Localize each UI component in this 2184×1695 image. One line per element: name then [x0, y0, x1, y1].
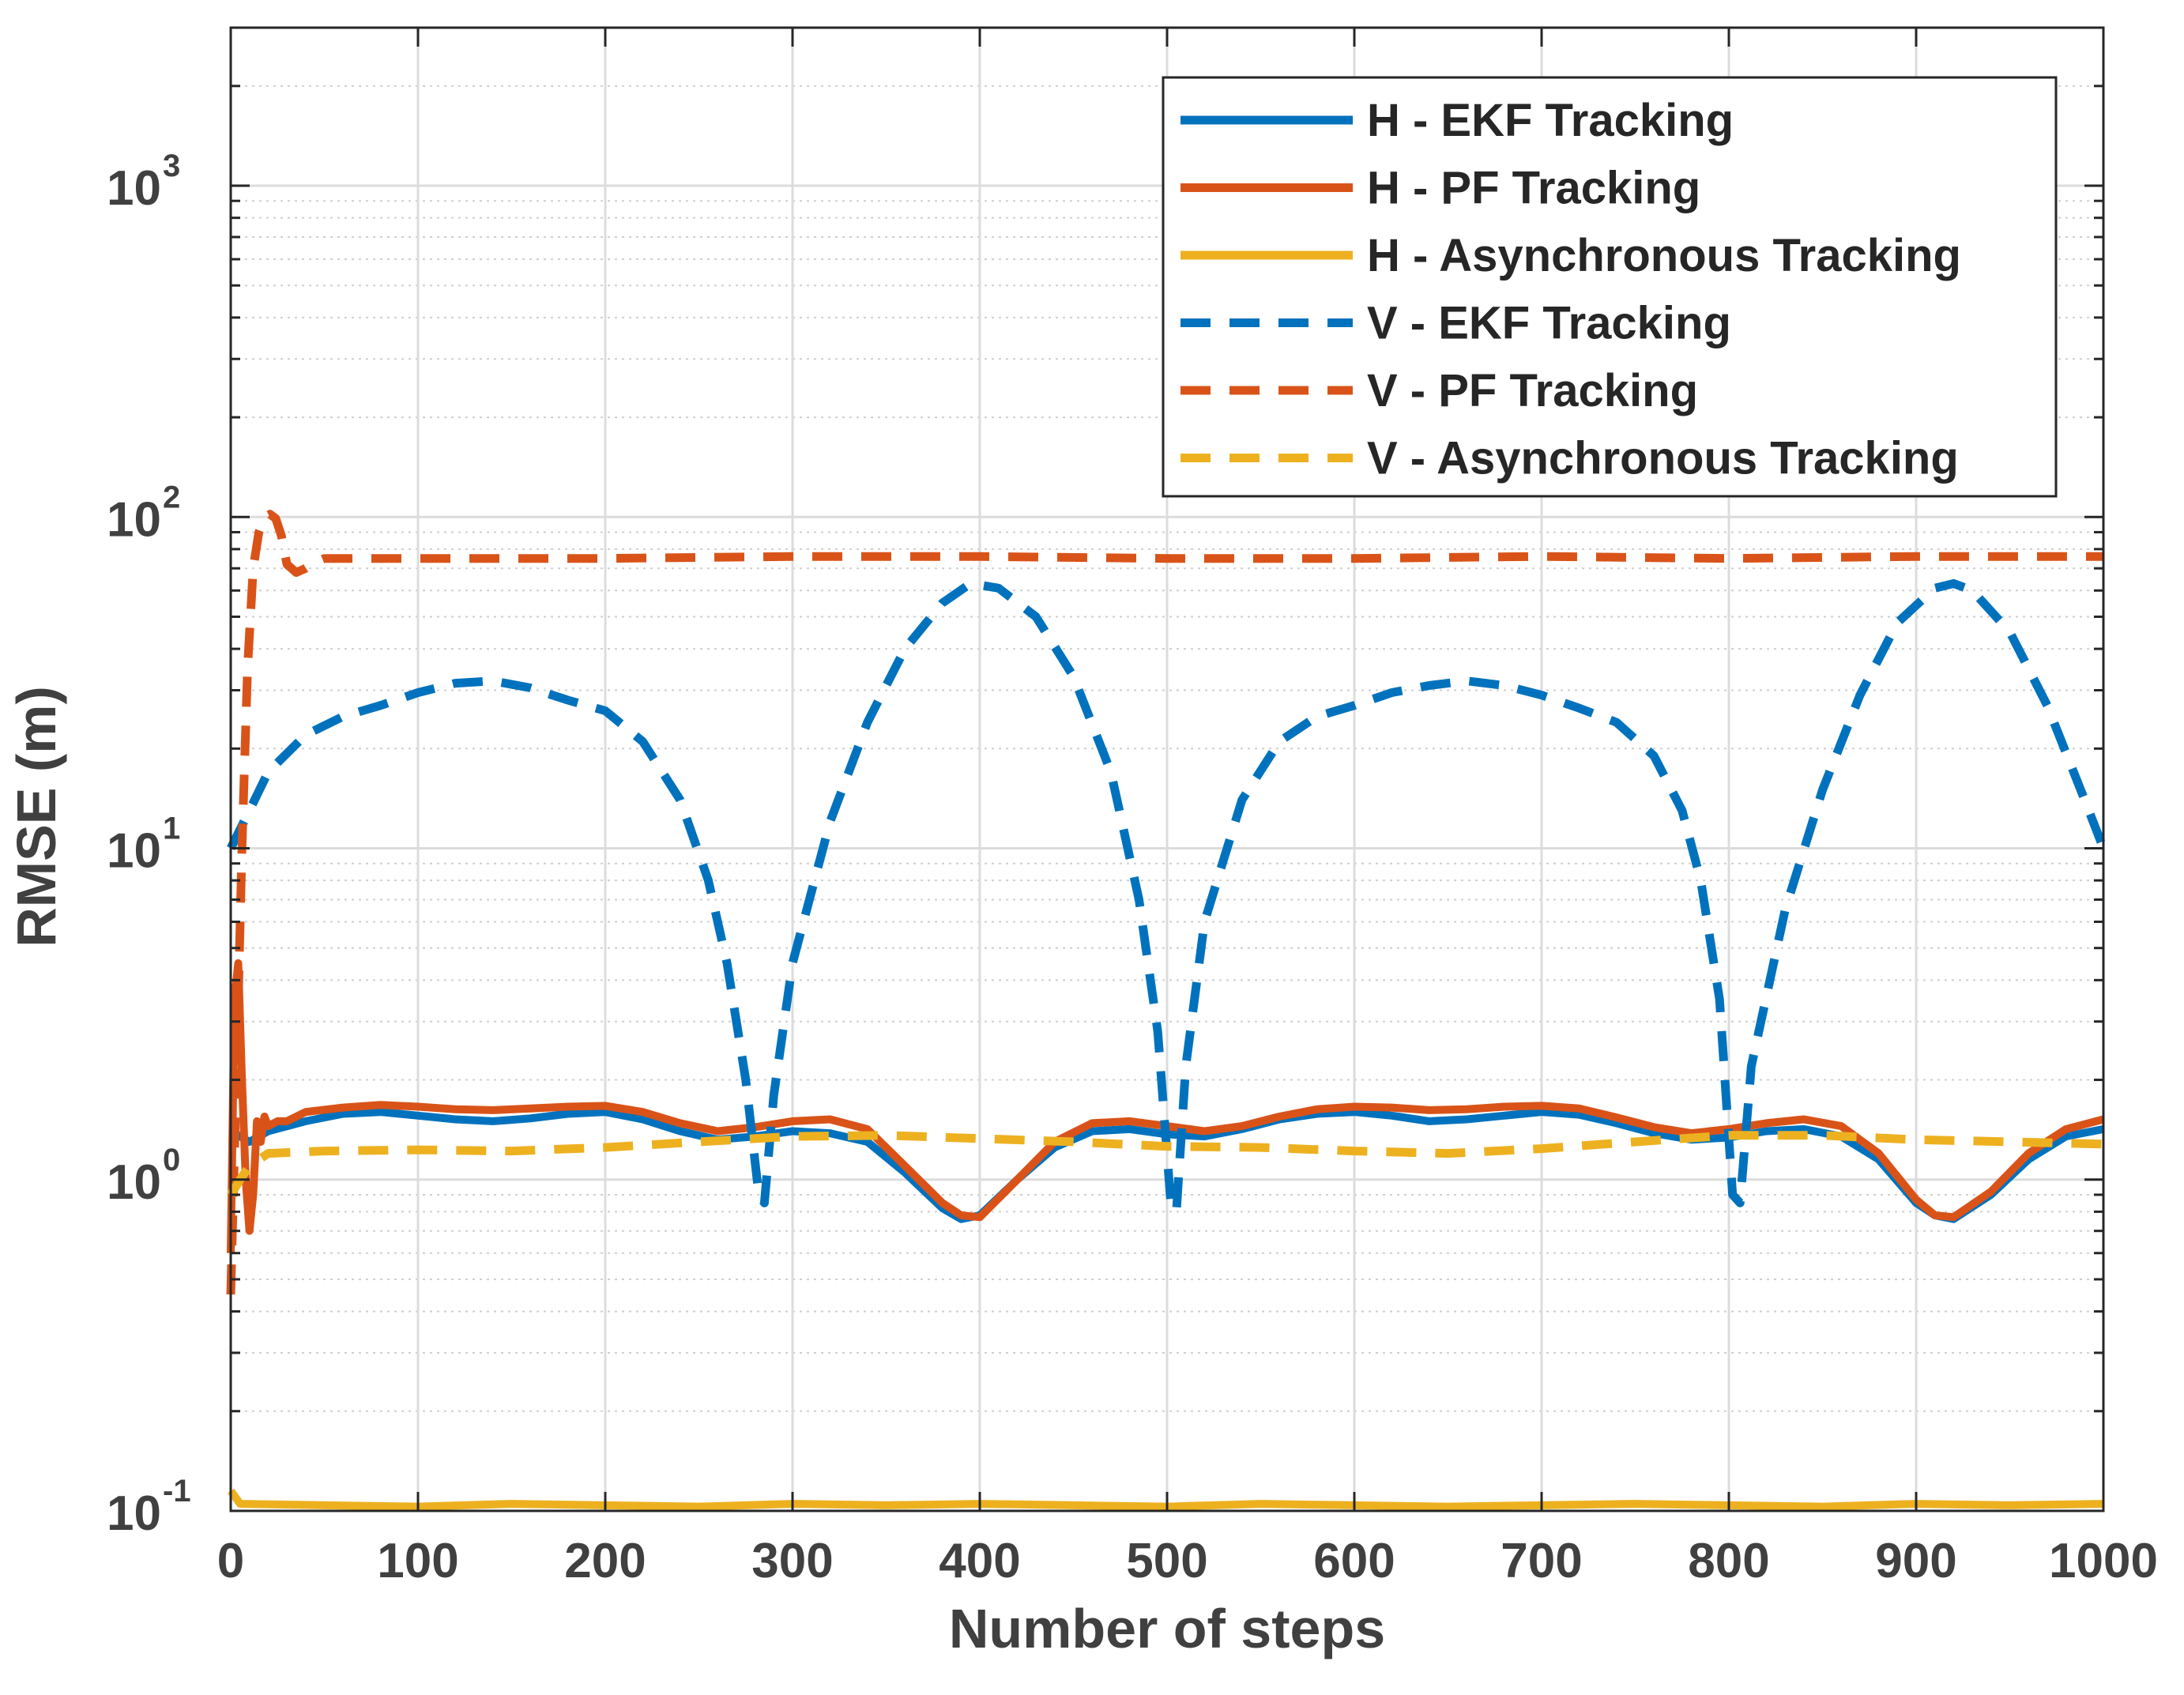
y-tick-label-exponent: 1 [163, 812, 180, 846]
x-tick-label: 900 [1875, 1534, 1956, 1588]
y-tick-label-base: 10 [107, 492, 161, 547]
x-tick-label: 200 [564, 1534, 646, 1588]
y-tick-label-exponent: 2 [163, 480, 180, 514]
y-tick-label-exponent: -1 [163, 1474, 191, 1509]
axes [229, 26, 2105, 1512]
x-tick-label: 1000 [2049, 1534, 2158, 1588]
legend-box [1162, 76, 2058, 498]
legend-label: V - EKF Tracking [1367, 298, 1731, 349]
x-tick-label: 400 [939, 1534, 1020, 1588]
x-tick-label: 0 [217, 1534, 244, 1588]
series-line-6 [227, 1131, 2104, 1197]
y-tick-label-base: 10 [107, 1486, 161, 1541]
y-tick-label-exponent: 3 [163, 149, 180, 183]
series-line-3 [227, 1488, 2104, 1511]
x-axis-title: Number of steps [949, 1598, 1385, 1659]
legend-label: H - EKF Tracking [1367, 95, 1734, 146]
y-tick-label-base: 10 [107, 824, 161, 879]
x-tick-label: 500 [1126, 1534, 1207, 1588]
series-lines [226, 510, 2108, 1511]
legend-label: H - PF Tracking [1367, 163, 1700, 214]
y-tick-label-base: 10 [107, 1155, 161, 1210]
legend: H - EKF Tracking H - PF Tracking H - Async… [1162, 76, 2058, 498]
series-line-5 [226, 510, 2103, 1295]
legend-label: V - PF Tracking [1367, 365, 1698, 416]
x-tick-label: 800 [1688, 1534, 1769, 1588]
y-tick-label-base: 10 [107, 161, 161, 216]
x-tick-label: 100 [377, 1534, 458, 1588]
y-tick-label-exponent: 0 [163, 1143, 180, 1177]
x-tick-label: 700 [1501, 1534, 1582, 1588]
series-line-1 [228, 1108, 2104, 1223]
legend-label: H - Asynchronous Tracking [1367, 230, 1961, 281]
x-tick-label: 600 [1313, 1534, 1395, 1588]
legend-label: V - Asynchronous Tracking [1367, 433, 1959, 484]
x-tick-label: 300 [751, 1534, 833, 1588]
y-axis-title: RMSE (m) [6, 686, 67, 947]
series-line-4 [227, 578, 2108, 1216]
